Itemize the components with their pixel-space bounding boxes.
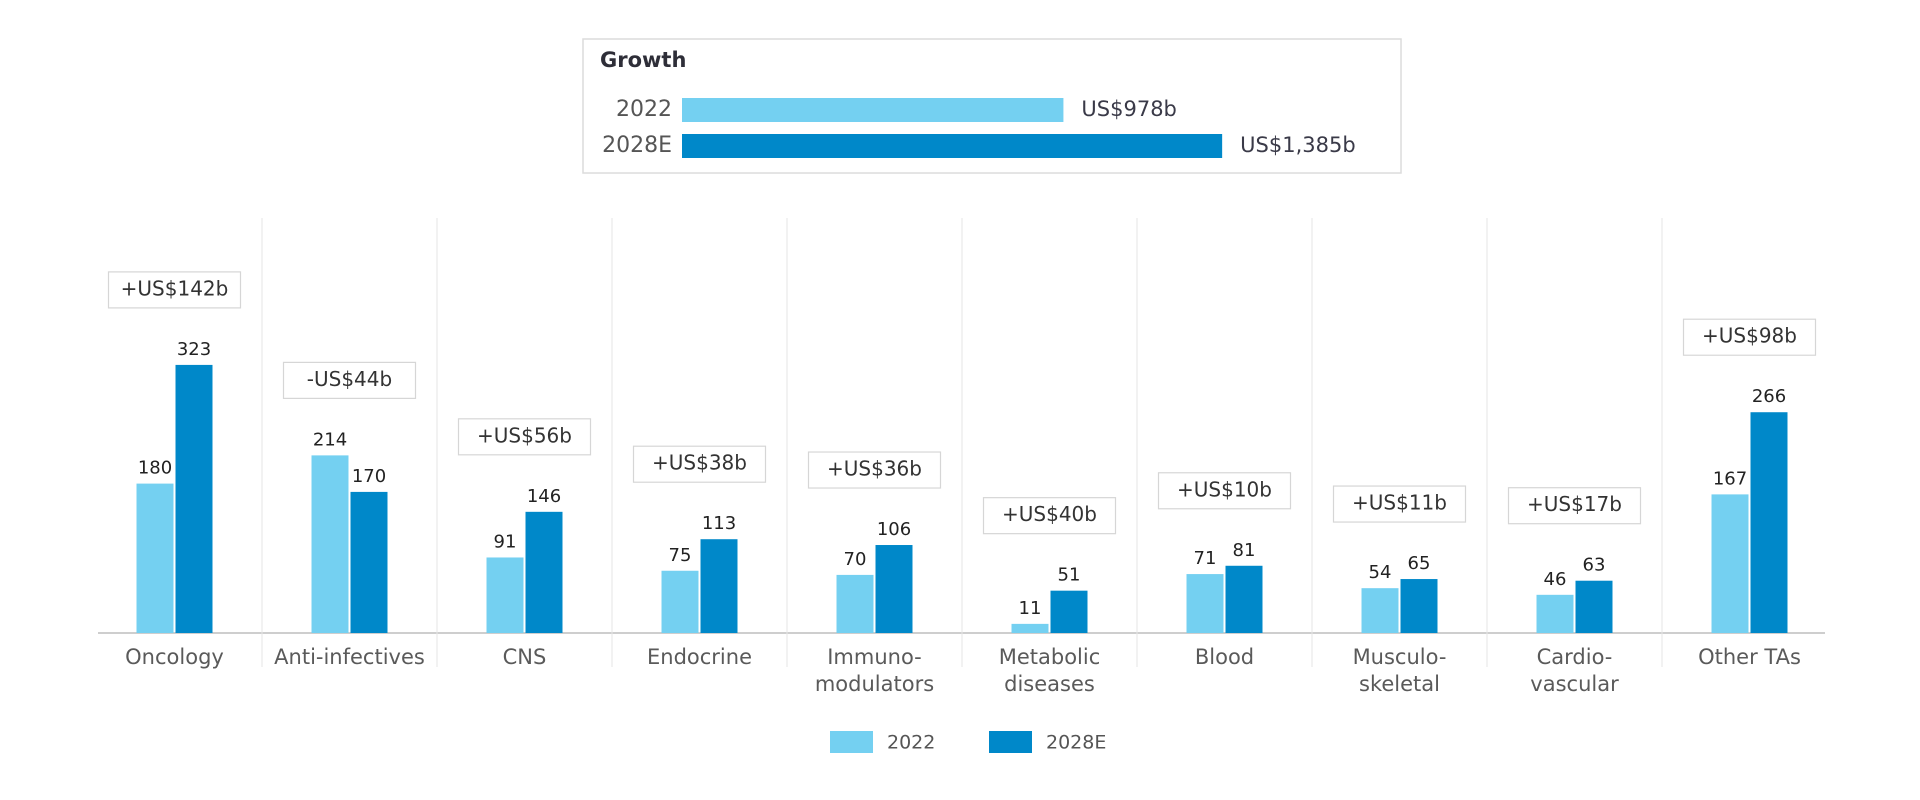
annotation-box [982, 497, 1117, 535]
bar [486, 557, 524, 633]
x-tick-label: Anti-infectives [274, 645, 425, 669]
bar [682, 134, 1223, 158]
data-label: 91 [494, 531, 517, 552]
data-label: 54 [1369, 562, 1392, 583]
annotation: -US$44b [307, 367, 392, 391]
bar [1225, 565, 1263, 633]
bar [1050, 590, 1088, 633]
annotation-box [632, 445, 767, 483]
bar [661, 570, 699, 633]
bar [1011, 623, 1049, 633]
annotation-box [1157, 472, 1292, 510]
x-tick-label: Other TAs [1698, 645, 1801, 669]
bar [1711, 494, 1749, 633]
x-tick-label: Blood [1195, 645, 1254, 669]
value-label: US$1,385b [1240, 133, 1356, 157]
bar [1575, 580, 1613, 633]
data-label: 167 [1713, 468, 1747, 489]
bar [1361, 588, 1399, 633]
data-label: 106 [877, 519, 911, 540]
bar [682, 98, 1064, 122]
annotation: +US$40b [1002, 502, 1097, 526]
bar [1400, 579, 1438, 633]
legend-label: 2022 [887, 732, 935, 754]
x-tick-label: Immuno-modulators [815, 645, 934, 696]
data-label: 46 [1544, 569, 1567, 590]
data-label: 65 [1408, 553, 1431, 574]
bar [525, 511, 563, 633]
bar [350, 491, 388, 633]
data-label: 113 [702, 513, 736, 534]
annotation-box [1507, 487, 1642, 525]
x-tick-label: Oncology [125, 645, 224, 669]
growth-box [582, 38, 1402, 174]
annotation: +US$56b [477, 423, 572, 447]
data-label: 180 [138, 458, 172, 479]
annotation-box [457, 418, 592, 456]
x-tick-label: Cardio-vascular [1530, 645, 1619, 696]
data-label: 323 [177, 339, 211, 360]
data-label: 63 [1583, 555, 1606, 576]
x-tick-label: Metabolic diseases [999, 645, 1101, 696]
bar [311, 455, 349, 633]
data-label: 170 [352, 466, 386, 487]
annotation: +US$38b [652, 451, 747, 475]
annotation-box [1682, 318, 1817, 356]
value-label: US$978b [1081, 97, 1176, 121]
annotation: +US$10b [1177, 477, 1272, 501]
x-tick-label: Endocrine [647, 645, 752, 669]
category-label: 2028E [602, 133, 672, 158]
annotation: +US$11b [1352, 491, 1447, 515]
data-label: 71 [1194, 548, 1217, 569]
annotation-box [807, 451, 942, 489]
data-label: 75 [669, 545, 692, 566]
data-label: 81 [1233, 540, 1256, 561]
data-label: 11 [1019, 598, 1042, 619]
bar [175, 364, 213, 633]
legend-label: 2028E [1046, 732, 1106, 754]
annotation: +US$142b [121, 276, 229, 300]
bar [1750, 412, 1788, 633]
data-label: 214 [313, 429, 347, 450]
category-label: 2022 [616, 97, 672, 122]
bar [836, 574, 874, 633]
data-label: 266 [1752, 386, 1786, 407]
annotation: +US$98b [1702, 324, 1797, 348]
legend-swatch [989, 731, 1032, 753]
x-tick-label: CNS [503, 645, 547, 669]
annotation: +US$36b [827, 457, 922, 481]
data-label: 70 [844, 549, 867, 570]
annotation: +US$17b [1527, 492, 1622, 516]
bar [700, 539, 738, 633]
bar [1186, 574, 1224, 633]
data-label: 146 [527, 486, 561, 507]
annotation-box [1332, 485, 1467, 523]
annotation-box [282, 361, 417, 399]
annotation-box [107, 271, 242, 309]
legend-swatch [830, 731, 873, 753]
bar [136, 483, 174, 633]
growth-title: Growth [600, 48, 686, 72]
bar [875, 545, 913, 633]
bar [1536, 594, 1574, 633]
x-tick-label: Musculo-skeletal [1353, 645, 1447, 696]
data-label: 51 [1058, 565, 1081, 586]
